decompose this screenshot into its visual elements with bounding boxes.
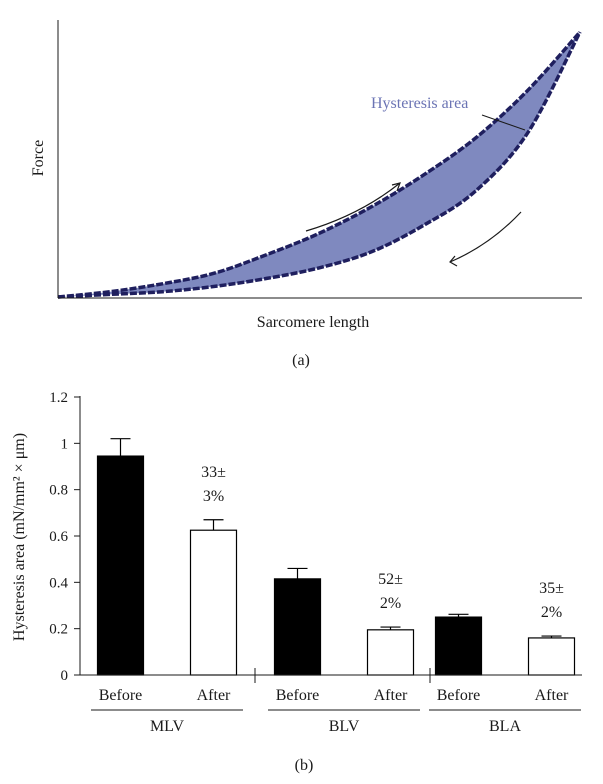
percent-change-annotation: 52± [378,571,403,588]
y-tick-label: 0.8 [49,483,68,499]
x-tick-label: Before [437,687,481,704]
panel-b-y-ticks: 0 0.2 0.4 0.6 0.8 1 1.2 [49,390,80,684]
panel-b-bars [96,455,576,676]
x-tick-label: After [197,687,231,704]
bar-blv-before [273,578,322,676]
bar-bla-before [434,616,483,676]
y-tick-label: 1 [61,436,69,452]
unloading-direction-arrow [449,211,522,263]
y-tick-label: 1.2 [49,390,68,406]
x-tick-label: After [535,687,569,704]
panel-a-label: (a) [292,352,310,369]
percent-change-annotation: 2% [380,595,401,612]
panel-b-x-labels: Before After MLV Before After BLV Before After B… [91,668,581,735]
panel-b-error-bars [110,438,562,638]
panel-a-y-axis-label: Force [30,140,47,176]
panel-b-y-axis-label: Hysteresis area (mN/mm² × μm) [11,433,28,641]
unloading-arrowhead [449,255,458,267]
percent-change-annotation: 3% [203,488,224,505]
percent-change-annotation: 35± [539,580,564,597]
bar-mlv-before [96,455,145,676]
percent-change-annotation: 33± [201,464,226,481]
group-label-bla: BLA [489,718,521,735]
panel-a-x-axis-label: Sarcomere length [257,314,369,331]
x-tick-label: Before [99,687,143,704]
y-tick-label: 0.2 [49,622,68,638]
y-tick-label: 0.4 [49,575,68,591]
hysteresis-area-annotation: Hysteresis area [371,95,468,112]
bar-blv-after [366,629,415,676]
annotation-leader-line [481,114,526,131]
panel-a-hysteresis-loop: Force Sarcomere length Hysteresis area (… [30,20,582,369]
x-tick-label: Before [276,687,320,704]
hysteresis-area-fill [58,32,580,297]
loading-direction-arrow [305,182,401,232]
panel-b-label: (b) [295,757,314,774]
group-label-mlv: MLV [150,718,185,735]
unloading-curve [57,31,582,299]
panel-b-annotations: 33± 3% 52± 2% 35± 2% [201,464,564,621]
group-label-blv: BLV [329,718,360,735]
bar-bla-after [527,637,576,676]
panel-b-bar-chart: 0 0.2 0.4 0.6 0.8 1 1.2 33± 3% 52± 2% 35± 2% Before… [11,390,582,774]
bar-mlv-after [189,529,238,676]
loading-curve [57,30,582,299]
loading-arrowhead [391,182,401,192]
percent-change-annotation: 2% [541,604,562,621]
x-tick-label: After [374,687,408,704]
y-tick-label: 0.6 [49,529,68,545]
y-tick-label: 0 [61,668,69,684]
